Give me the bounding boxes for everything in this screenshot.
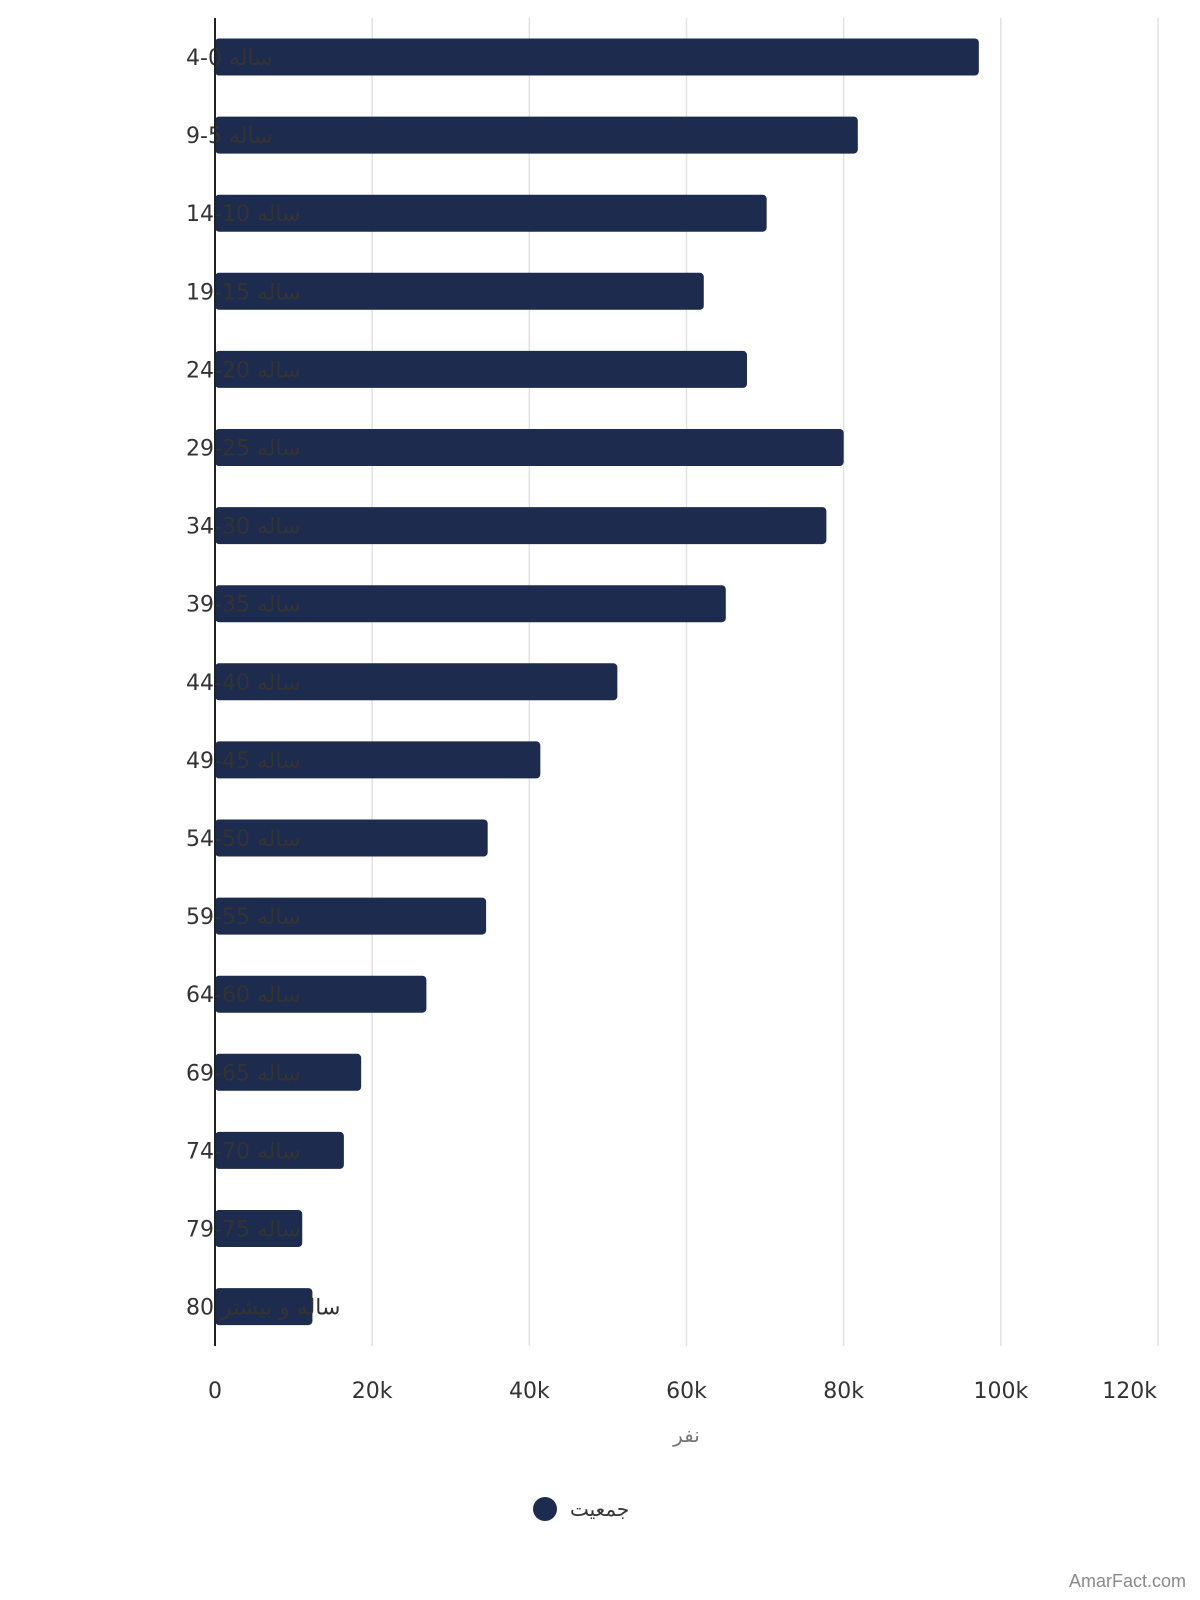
legend: جمعیت — [533, 1497, 629, 1521]
bar — [215, 272, 704, 310]
watermark: AmarFact.com — [1068, 1571, 1186, 1591]
x-tick-label: 40k — [509, 1379, 550, 1404]
bar — [215, 1131, 344, 1169]
x-tick-label: 20k — [352, 1379, 393, 1404]
bar — [215, 429, 844, 466]
category-label: ساله 65-69 — [186, 1061, 301, 1086]
bar — [215, 350, 748, 388]
category-label: ساله 5-9 — [186, 124, 273, 149]
bar — [215, 585, 726, 623]
legend-swatch — [533, 1497, 557, 1521]
x-tick-label: 80k — [823, 1379, 864, 1404]
x-tick-label: 60k — [666, 1379, 707, 1404]
category-label: ساله 10-14 — [186, 202, 301, 227]
bar — [215, 1288, 313, 1326]
bar — [215, 194, 767, 232]
legend-label: جمعیت — [570, 1497, 629, 1521]
grid-lines — [371, 18, 1159, 1346]
category-label: ساله 60-64 — [186, 983, 301, 1008]
bar — [215, 663, 618, 701]
x-tick-label: 100k — [973, 1379, 1028, 1404]
bar — [215, 741, 541, 779]
bar — [215, 975, 427, 1013]
category-label: ساله 50-54 — [186, 827, 301, 852]
x-tick-labels: 0 20k 40k 60k 80k 100k 120k — [208, 1379, 1157, 1404]
category-label: ساله 55-59 — [186, 905, 301, 930]
bar — [215, 1210, 303, 1247]
bars — [215, 38, 979, 1326]
category-label: ساله 75-79 — [186, 1218, 301, 1243]
category-label: ساله 70-74 — [186, 1139, 301, 1164]
bar — [215, 38, 979, 76]
category-label: ساله 40-44 — [186, 671, 301, 696]
bar — [215, 507, 827, 545]
x-tick-label: 120k — [1102, 1379, 1157, 1404]
bar — [215, 116, 858, 154]
category-label: ساله 20-24 — [186, 358, 301, 383]
x-tick-label: 0 — [208, 1379, 222, 1404]
category-label: ساله و بیشتر 80 — [186, 1296, 340, 1321]
category-labels: ساله 0-4 ساله 5-9 ساله 10-14 ساله 15-19 ساله… — [186, 46, 340, 1321]
bar — [215, 1053, 362, 1091]
bar — [215, 897, 487, 935]
x-axis-title: نفر — [672, 1423, 700, 1447]
category-label: ساله 15-19 — [186, 280, 301, 305]
category-label: ساله 30-34 — [186, 515, 301, 540]
category-label: ساله 25-29 — [186, 437, 301, 462]
category-label: ساله 0-4 — [186, 46, 273, 71]
category-label: ساله 35-39 — [186, 593, 301, 618]
bar — [215, 819, 488, 857]
category-label: ساله 45-49 — [186, 749, 301, 774]
